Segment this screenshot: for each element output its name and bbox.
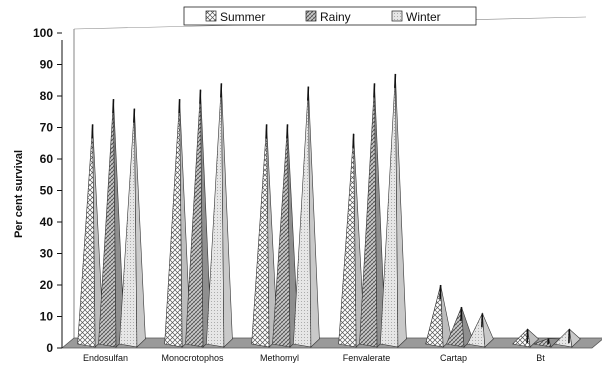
bar-side [308, 86, 320, 348]
bar-summer-methomyl [251, 124, 278, 348]
bars [77, 73, 581, 348]
bar-winter-endosulfan [119, 108, 146, 348]
x-category-label: Fenvalerate [343, 353, 391, 363]
bar-side [482, 313, 494, 348]
bar-apex [199, 89, 202, 104]
bar-apex [307, 86, 310, 101]
bar-apex [112, 99, 115, 114]
bar-summer-bt [511, 328, 540, 348]
bar-apex [373, 83, 376, 98]
y-tick-label: 80 [40, 89, 54, 103]
bar-winter-bt [553, 328, 581, 348]
bar-apex [547, 338, 550, 345]
bar-apex [265, 124, 268, 139]
legend-swatch-summer [205, 10, 217, 22]
bar-side [568, 328, 581, 348]
y-tick-label: 10 [40, 310, 54, 324]
y-tick-label: 70 [40, 121, 54, 135]
y-axis-title: Per cent survival [13, 150, 25, 238]
x-category-label: Monocrotophos [161, 353, 224, 363]
bar-summer-monocrotophos [164, 99, 191, 348]
bar-apex [439, 284, 442, 300]
legend-label-winter: Winter [406, 10, 441, 24]
y-tick-label: 30 [40, 247, 54, 261]
y-tick-label: 50 [40, 184, 54, 198]
bar-apex [526, 329, 529, 344]
bar-apex [178, 99, 181, 114]
bar-apex [220, 83, 223, 98]
bar-rainy-endosulfan [98, 99, 125, 348]
bar-apex [394, 73, 397, 88]
bar-winter-methomyl [293, 86, 320, 348]
y-tick-label: 20 [40, 278, 54, 292]
y-ticks: 0 10 20 30 40 50 60 70 80 90 100 [33, 26, 62, 355]
x-category-label: Methomyl [260, 353, 299, 363]
x-labels: Endosulfan Monocrotophos Methomyl Fenvalera… [83, 353, 545, 363]
legend-swatch-rainy [305, 10, 317, 22]
bar-rainy-bt [532, 338, 561, 348]
bar-apex [133, 108, 136, 123]
bar-winter-cartap [466, 312, 494, 348]
bar-winter-fenvalerate [380, 73, 407, 348]
bar-apex [481, 313, 484, 328]
y-tick-label: 100 [33, 26, 53, 40]
x-category-label: Cartap [440, 353, 467, 363]
y-tick-label: 0 [46, 341, 53, 355]
bar-side [395, 73, 407, 348]
legend: Summer Rainy Winter [183, 6, 477, 26]
bar-rainy-methomyl [272, 124, 299, 348]
legend-box [183, 6, 477, 26]
y-tick-label: 60 [40, 152, 54, 166]
legend-label-rainy: Rainy [320, 10, 351, 24]
bar-side [527, 328, 540, 348]
legend-swatch-winter [391, 10, 403, 22]
x-category-label: Endosulfan [83, 353, 128, 363]
bar-rainy-cartap [446, 306, 473, 348]
bar-apex [91, 124, 94, 139]
bar-rainy-monocrotophos [185, 89, 212, 348]
y-tick-label: 90 [40, 58, 54, 72]
bar-apex [568, 329, 571, 344]
legend-label-summer: Summer [220, 10, 265, 24]
bar-apex [286, 124, 289, 139]
bar-apex [352, 133, 355, 148]
back-wall [74, 17, 586, 338]
y-tick-label: 40 [40, 215, 54, 229]
bar-side [134, 108, 146, 348]
bar-side [221, 83, 233, 348]
x-category-label: Bt [536, 353, 545, 363]
bar-winter-monocrotophos [206, 83, 233, 348]
bar-apex [460, 307, 463, 322]
